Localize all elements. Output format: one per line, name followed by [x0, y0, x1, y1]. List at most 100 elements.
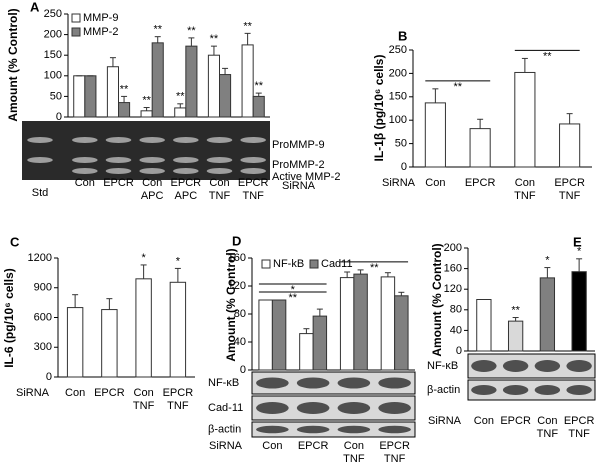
blot-band: [337, 402, 371, 414]
error-bar: [255, 92, 262, 97]
bar: [571, 271, 587, 352]
bar: [539, 277, 556, 352]
error-bar: [398, 291, 405, 296]
significance: **: [187, 25, 196, 37]
significance: **: [243, 20, 252, 32]
blot-row: [251, 371, 416, 395]
y-tick-label: 50: [395, 138, 407, 150]
y-tick-label: 40: [450, 324, 462, 336]
blot-band: [378, 425, 411, 434]
x-tick-label: EPCR TNF: [564, 415, 595, 440]
gel-band: [105, 157, 132, 163]
row-label: SiRNA: [428, 415, 462, 427]
blot-label: ProMMP-9: [272, 139, 325, 151]
y-axis-title: IL-6 (pg/10⁶ cells): [2, 268, 16, 368]
x-tick-label: Con: [65, 387, 85, 399]
blot-label: NF-κB: [427, 360, 458, 372]
significance: **: [511, 304, 520, 316]
error-bar: [106, 298, 113, 310]
gel-band: [72, 168, 98, 174]
bar: [312, 315, 328, 371]
significance: *: [577, 246, 582, 258]
blot-row: [251, 421, 416, 438]
x-tick-label: Con TNF: [209, 177, 231, 202]
blot-band: [566, 360, 592, 372]
gel-band: [206, 157, 233, 163]
bar: [394, 295, 409, 371]
bar: [135, 278, 152, 378]
x-tick-label: Con APC: [141, 177, 164, 202]
blot-label: β-actin: [208, 423, 241, 435]
legend-label: MMP-9: [83, 12, 118, 24]
gel-band: [27, 137, 53, 143]
error-bar: [357, 269, 364, 275]
x-tick-label: EPCR: [298, 440, 329, 452]
y-tick-label: 600: [34, 311, 52, 323]
blot-band: [378, 377, 411, 389]
legend-swatch: [261, 259, 271, 269]
x-tick-label: EPCR TNF: [554, 177, 585, 202]
bar: [514, 71, 536, 168]
error-bar: [222, 67, 229, 75]
bar: [106, 66, 119, 118]
gel-band: [206, 168, 233, 174]
x-tick-label: Con: [262, 440, 282, 452]
y-tick-label: 0: [401, 161, 407, 173]
bar: [469, 128, 491, 168]
gel-band: [105, 168, 132, 174]
y-tick-label: 80: [234, 308, 246, 320]
blot-band: [256, 377, 289, 389]
error-bar: [143, 107, 150, 111]
bar: [271, 299, 287, 371]
error-bar: [303, 328, 310, 334]
y-tick-label: 120: [228, 280, 246, 292]
x-tick-label: EPCR TNF: [379, 440, 410, 464]
y-tick-label: 80: [450, 304, 462, 316]
y-axis-title: IL-1β (pg/10⁶ cells): [372, 55, 386, 162]
error-bar: [576, 258, 583, 272]
blot-label: ProMMP-2: [272, 159, 325, 171]
error-bar: [521, 57, 528, 73]
x-tick-label: Con TNF: [133, 387, 155, 412]
error-bar: [154, 36, 161, 43]
bar: [299, 333, 314, 371]
significance: **: [120, 83, 129, 95]
row-label: SiRNA: [209, 440, 243, 452]
bar: [219, 74, 232, 118]
y-axis-title: Amount (% Control): [6, 8, 20, 121]
error-bar: [544, 267, 551, 278]
bar: [185, 45, 198, 118]
y-tick-label: 900: [34, 282, 52, 294]
blot-band: [471, 385, 497, 395]
error-bar: [244, 32, 251, 45]
panel-label: E: [573, 234, 582, 249]
bar: [339, 277, 355, 371]
y-tick-label: 250: [44, 8, 62, 20]
y-axis-title: Amount (% Control): [430, 243, 444, 356]
x-tick-label: EPCR TNF: [238, 177, 269, 202]
y-tick-label: 100: [44, 70, 62, 82]
error-bar: [384, 272, 391, 277]
gel-band: [72, 137, 98, 143]
gel-band: [240, 168, 266, 174]
comparison-label: *: [291, 284, 296, 296]
blot-band: [502, 360, 529, 372]
bar: [559, 123, 581, 168]
error-bar: [210, 45, 217, 56]
error-bar: [109, 57, 116, 67]
gel-band: [206, 137, 233, 143]
panel-label: C: [10, 234, 20, 249]
x-tick-label: Con: [474, 415, 494, 427]
blot-band: [471, 360, 497, 372]
significance: *: [141, 252, 146, 264]
gel-band: [139, 137, 165, 143]
y-tick-label: 100: [389, 114, 407, 126]
blot-band: [337, 377, 371, 389]
x-tick-label: EPCR: [103, 177, 134, 189]
comparison-label: **: [543, 50, 552, 62]
x-tick-label: EPCR: [94, 387, 125, 399]
x-tick-label: Con TNF: [537, 415, 559, 440]
x-tick-label: EPCR: [500, 415, 531, 427]
error-bar: [566, 113, 573, 124]
